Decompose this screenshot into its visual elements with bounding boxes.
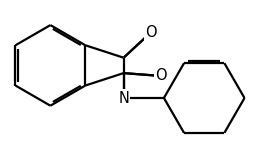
Text: N: N xyxy=(118,91,129,106)
Text: O: O xyxy=(155,68,166,83)
Text: O: O xyxy=(145,25,157,40)
